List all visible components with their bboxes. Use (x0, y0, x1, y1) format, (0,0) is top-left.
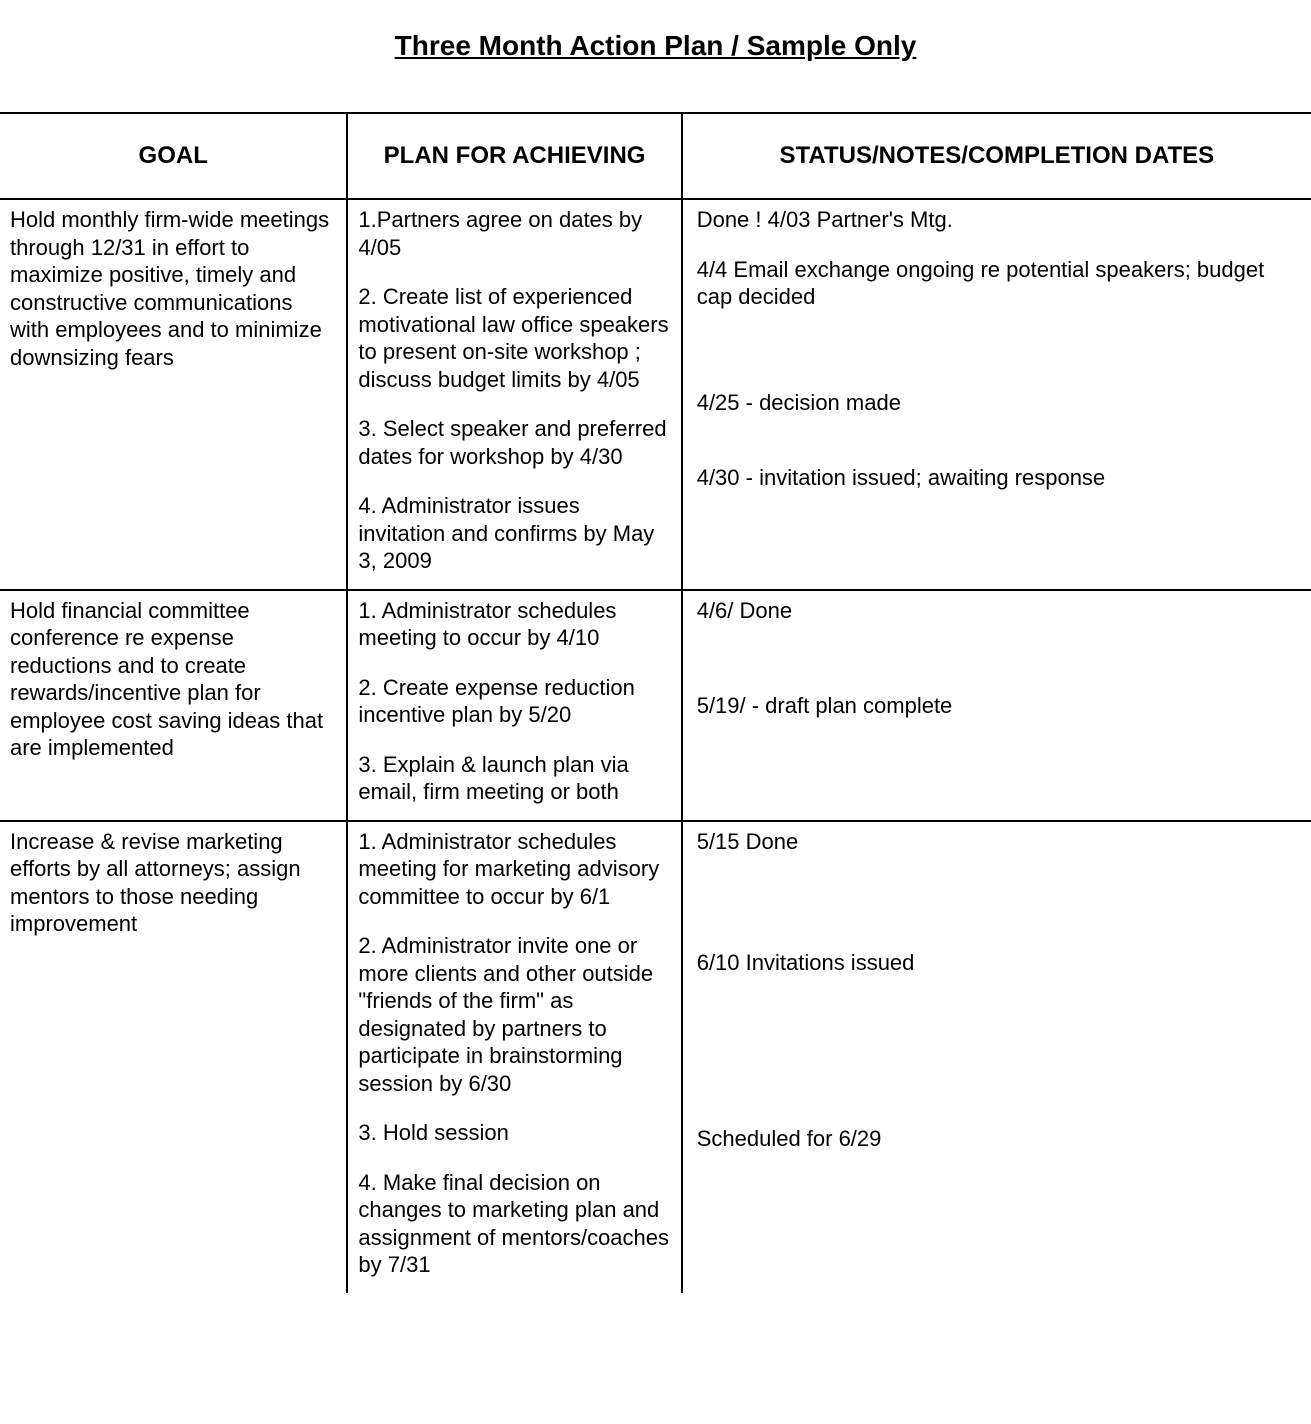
goal-cell: Increase & revise marketing efforts by a… (0, 821, 347, 1293)
plan-item: 3. Select speaker and preferred dates fo… (358, 415, 670, 470)
plan-item: 3. Hold session (358, 1119, 670, 1147)
header-goal: GOAL (0, 113, 347, 199)
plan-cell: 1. Administrator schedules meeting for m… (347, 821, 681, 1293)
page-title: Three Month Action Plan / Sample Only (0, 30, 1311, 62)
plan-item: 2. Administrator invite one or more clie… (358, 932, 670, 1097)
status-item: 5/19/ - draft plan complete (697, 692, 1287, 720)
action-plan-table: GOAL PLAN FOR ACHIEVING STATUS/NOTES/COM… (0, 112, 1311, 1293)
table-header-row: GOAL PLAN FOR ACHIEVING STATUS/NOTES/COM… (0, 113, 1311, 199)
status-cell: Done ! 4/03 Partner's Mtg. 4/4 Email exch… (682, 199, 1311, 590)
table-row: Hold monthly firm-wide meetings through … (0, 199, 1311, 590)
goal-cell: Hold financial committee conference re e… (0, 590, 347, 821)
status-cell: 5/15 Done 6/10 Invitations issued Schedule… (682, 821, 1311, 1293)
plan-item: 1. Administrator schedules meeting to oc… (358, 597, 670, 652)
plan-item: 4. Make final decision on changes to mar… (358, 1169, 670, 1279)
plan-item: 1.Partners agree on dates by 4/05 (358, 206, 670, 261)
header-plan: PLAN FOR ACHIEVING (347, 113, 681, 199)
header-status: STATUS/NOTES/COMPLETION DATES (682, 113, 1311, 199)
status-item: 4/6/ Done (697, 597, 1287, 625)
plan-item: 1. Administrator schedules meeting for m… (358, 828, 670, 911)
status-item: 5/15 Done (697, 828, 1287, 856)
status-item: Scheduled for 6/29 (697, 1125, 1287, 1153)
status-item: 4/4 Email exchange ongoing re potential … (697, 256, 1287, 311)
plan-item: 3. Explain & launch plan via email, firm… (358, 751, 670, 806)
goal-cell: Hold monthly firm-wide meetings through … (0, 199, 347, 590)
status-item: Done ! 4/03 Partner's Mtg. (697, 206, 1287, 234)
table-row: Hold financial committee conference re e… (0, 590, 1311, 821)
status-item: 6/10 Invitations issued (697, 949, 1287, 977)
status-item: 4/30 - invitation issued; awaiting respo… (697, 464, 1287, 492)
plan-item: 2. Create list of experienced motivation… (358, 283, 670, 393)
status-cell: 4/6/ Done 5/19/ - draft plan complete (682, 590, 1311, 821)
table-row: Increase & revise marketing efforts by a… (0, 821, 1311, 1293)
status-item: 4/25 - decision made (697, 389, 1287, 417)
plan-item: 4. Administrator issues invitation and c… (358, 492, 670, 575)
plan-item: 2. Create expense reduction incentive pl… (358, 674, 670, 729)
plan-cell: 1.Partners agree on dates by 4/05 2. Crea… (347, 199, 681, 590)
plan-cell: 1. Administrator schedules meeting to oc… (347, 590, 681, 821)
